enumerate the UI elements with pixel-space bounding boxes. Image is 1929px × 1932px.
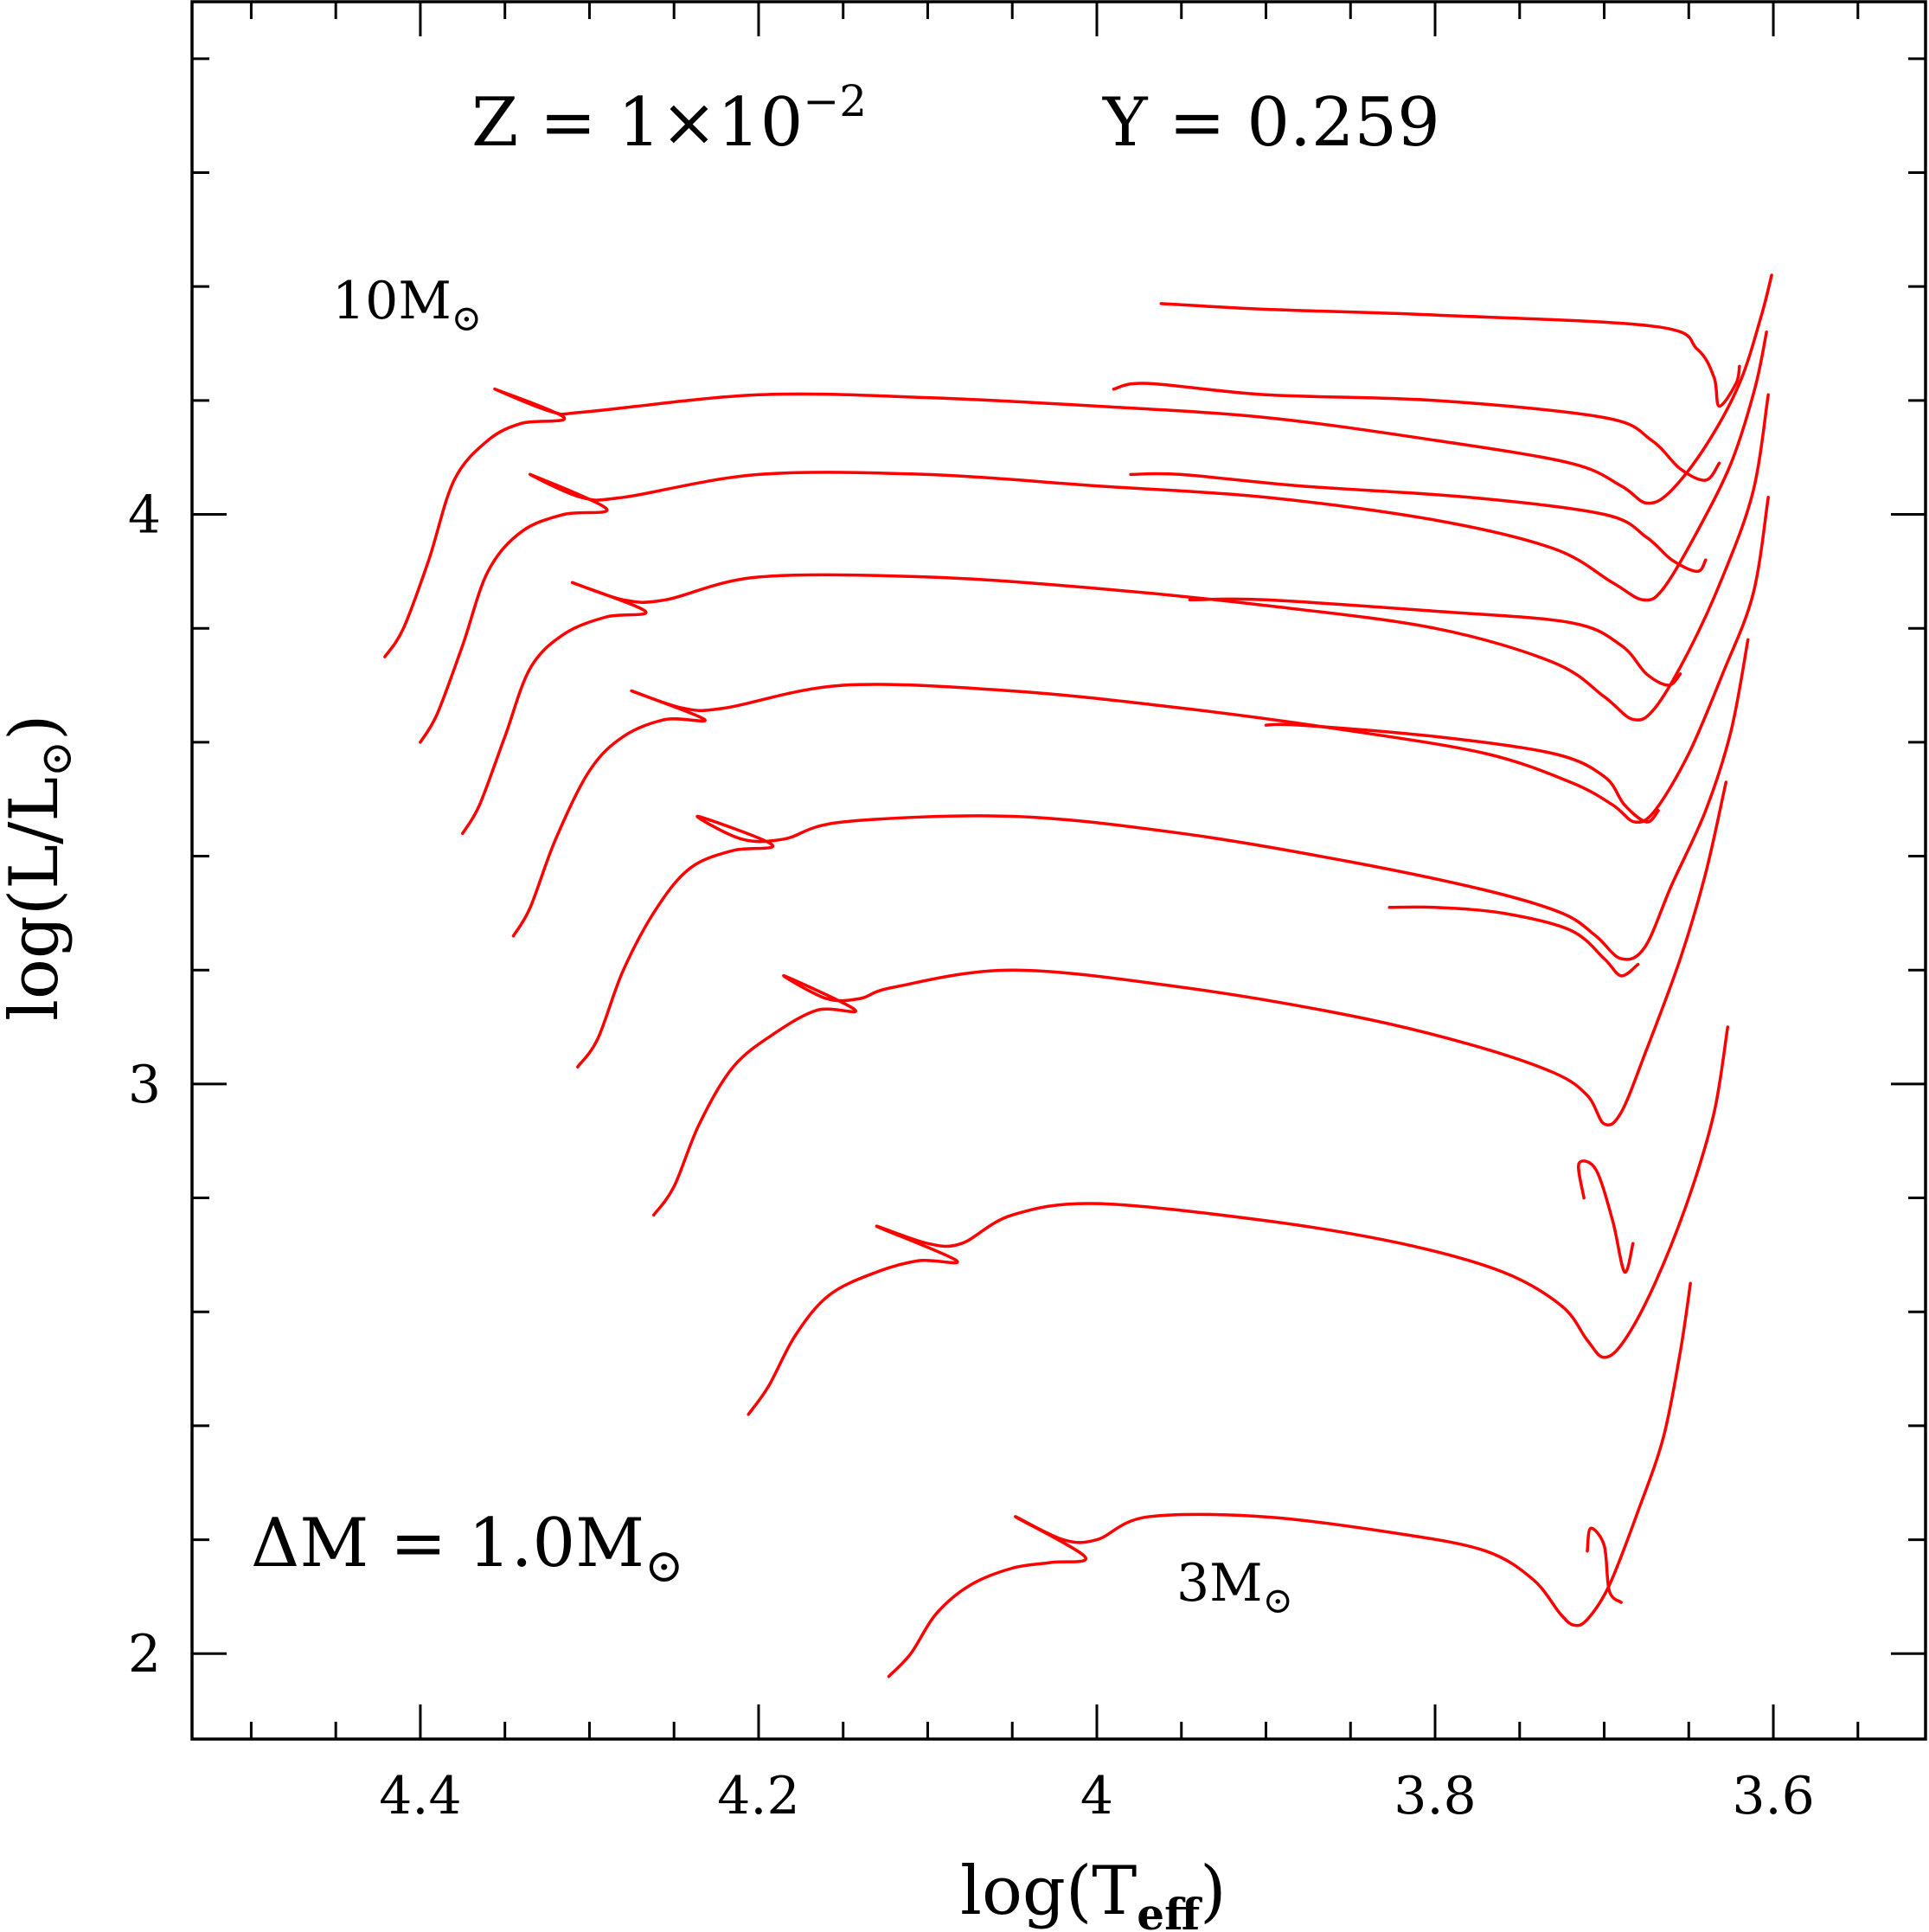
- bottom-mass-text: 3M: [1176, 1553, 1263, 1614]
- y-axis-label: log(L/L⊙): [0, 715, 81, 1021]
- x-tick-label: 4: [1080, 1766, 1113, 1826]
- metallicity-exponent: −2: [803, 76, 867, 126]
- solar-symbol: ⊙: [452, 297, 482, 339]
- top-mass-text: 10M: [332, 271, 452, 331]
- blue-loop: [1387, 905, 1640, 978]
- x-axis-label-sub: eff: [1137, 1889, 1202, 1932]
- y-axis-label-sun: ⊙: [31, 741, 81, 777]
- x-tick-label: 4.2: [717, 1766, 799, 1826]
- y-tick-label: 4: [128, 485, 161, 546]
- blue-loop: [1188, 597, 1682, 687]
- plot-frame: [190, 0, 1927, 1741]
- x-axis-label: log(Teff): [960, 1852, 1227, 1932]
- mass-track: [651, 780, 1728, 1217]
- solar-symbol: ⊙: [1263, 1579, 1293, 1621]
- mass-track: [887, 1281, 1692, 1678]
- x-tick-label: 3.8: [1394, 1766, 1476, 1826]
- blue-loop: [1577, 1159, 1635, 1274]
- mass-track: [511, 496, 1770, 938]
- mass-track: [383, 273, 1773, 658]
- y-axis-label-main: log(L/L: [0, 777, 74, 1021]
- metallicity-label: Z = 1×10−2: [471, 76, 867, 162]
- blue-loop: [1129, 472, 1708, 574]
- mass-track: [461, 393, 1770, 835]
- axis-ticks: [192, 2, 1926, 1739]
- mass-step-label: ΔM = 1.0M⊙: [251, 1505, 683, 1593]
- blue-loop: [1112, 382, 1721, 482]
- mass-track: [747, 1025, 1730, 1416]
- x-axis-label-main: log(T: [960, 1852, 1137, 1930]
- y-tick-label: 2: [128, 1624, 161, 1685]
- mass-track: [576, 638, 1750, 1069]
- solar-symbol: ⊙: [644, 1538, 683, 1593]
- blue-loop: [1586, 1526, 1623, 1604]
- evolutionary-tracks: [383, 273, 1773, 1678]
- mass-step-text: ΔM = 1.0M: [251, 1505, 644, 1582]
- mass-track: [419, 331, 1768, 744]
- y-tick-label: 3: [128, 1055, 161, 1115]
- x-axis-label-close: ): [1200, 1852, 1226, 1930]
- x-tick-label: 4.4: [379, 1766, 461, 1826]
- blue-loop: [1264, 722, 1660, 824]
- axis-tick-labels: 4.4 4.2 4 3.8 3.6 2 3 4: [128, 485, 1815, 1826]
- y-axis-label-close: ): [0, 715, 74, 741]
- helium-label: Y = 0.259: [1102, 84, 1440, 162]
- x-tick-label: 3.6: [1732, 1766, 1814, 1826]
- bottom-mass-label: 3M⊙: [1176, 1553, 1293, 1621]
- metallicity-prefix: Z = 1×10: [471, 84, 803, 162]
- top-mass-label: 10M⊙: [332, 271, 482, 339]
- blue-loop: [1159, 302, 1741, 408]
